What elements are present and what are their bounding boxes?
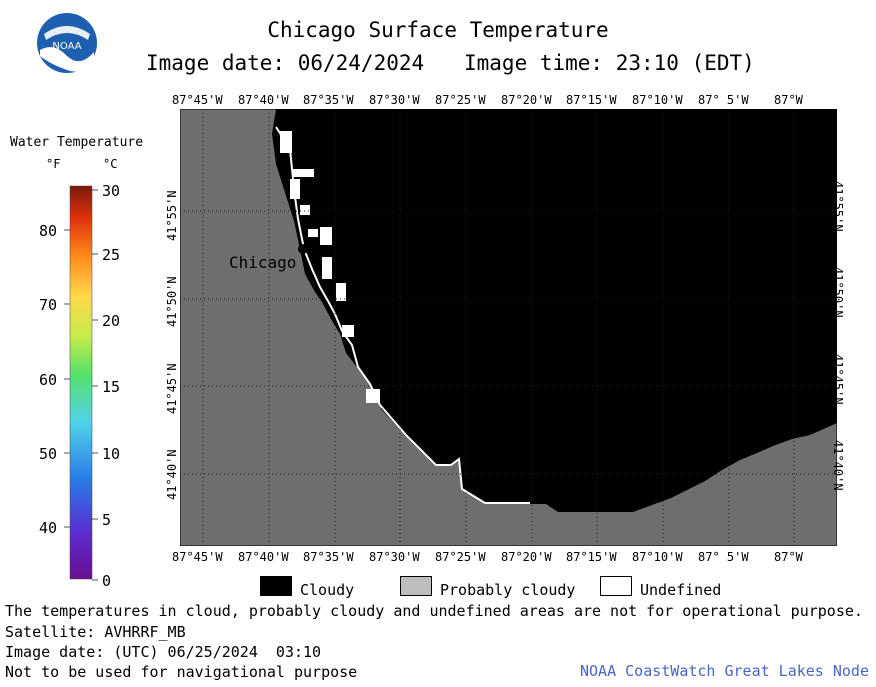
satellite-info: Satellite: AVHRRF_MB bbox=[5, 623, 186, 641]
colorbar-c-tick: 15 bbox=[102, 378, 121, 396]
lon-label-bottom: 87°40'W bbox=[238, 550, 289, 564]
lon-label-top: 87°25'W bbox=[435, 93, 486, 107]
lon-label-top: 87°45'W bbox=[172, 93, 223, 107]
lon-label-bottom: 87°30'W bbox=[369, 550, 420, 564]
colorbar-c-tick: 5 bbox=[102, 511, 112, 529]
lon-label-bottom: 87°15'W bbox=[566, 550, 617, 564]
lat-label-right: 41°50'N bbox=[831, 267, 845, 318]
colorbar-c-tick: 0 bbox=[102, 572, 112, 590]
legend-swatch-cloudy bbox=[260, 576, 292, 596]
lat-label-right: 41°55'N bbox=[831, 181, 845, 232]
utc-date: Image date: (UTC) 06/25/2024 03:10 bbox=[5, 643, 322, 661]
lat-label-left: 41°50'N bbox=[165, 276, 179, 327]
colorbar-f-tick: 60 bbox=[39, 371, 58, 389]
colorbar-f-tick: 40 bbox=[39, 519, 58, 537]
lon-label-top: 87°10'W bbox=[632, 93, 683, 107]
legend-swatch-probably-cloudy bbox=[400, 576, 432, 596]
colorbar bbox=[64, 185, 98, 581]
image-time: Image time: 23:10 (EDT) bbox=[464, 51, 755, 75]
legend-label-probably-cloudy: Probably cloudy bbox=[440, 581, 576, 599]
lat-label-right: 41°45'N bbox=[831, 354, 845, 405]
credit-link: NOAA CoastWatch Great Lakes Node bbox=[580, 662, 869, 680]
lat-label-left: 41°45'N bbox=[165, 363, 179, 414]
colorbar-c-tick: 25 bbox=[102, 246, 121, 264]
lon-label-bottom: 87°W bbox=[774, 550, 803, 564]
logo-text: NOAA bbox=[52, 41, 81, 52]
colorbar-f-tick: 50 bbox=[39, 445, 58, 463]
legend-label-undefined: Undefined bbox=[640, 581, 722, 599]
temperature-map bbox=[180, 109, 837, 546]
colorbar-f-tick: 80 bbox=[39, 222, 58, 240]
lon-label-top: 87°15'W bbox=[566, 93, 617, 107]
lat-label-left: 41°55'N bbox=[165, 190, 179, 241]
image-date: Image date: 06/24/2024 bbox=[146, 51, 425, 75]
lon-label-bottom: 87°20'W bbox=[501, 550, 552, 564]
disclaimer-note: The temperatures in cloud, probably clou… bbox=[5, 602, 863, 620]
chicago-marker bbox=[298, 244, 308, 254]
lat-label-right: 41°40'N bbox=[831, 440, 845, 491]
lon-label-bottom: 87°10'W bbox=[632, 550, 683, 564]
lon-label-top: 87°W bbox=[774, 93, 803, 107]
legend-label-cloudy: Cloudy bbox=[300, 581, 355, 599]
colorbar-title: Water Temperature bbox=[10, 135, 144, 150]
lon-label-top: 87°20'W bbox=[501, 93, 552, 107]
lat-label-left: 41°40'N bbox=[165, 449, 179, 500]
colorbar-f-tick: 70 bbox=[39, 296, 58, 314]
navigation-warning: Not to be used for navigational purpose bbox=[5, 663, 358, 681]
lon-label-bottom: 87°25'W bbox=[435, 550, 486, 564]
noaa-logo: NOAA bbox=[37, 13, 97, 73]
lake-cloudy-area bbox=[272, 109, 837, 512]
lon-label-top: 87°40'W bbox=[238, 93, 289, 107]
lon-label-top: 87° 5'W bbox=[698, 93, 749, 107]
undefined-patches bbox=[280, 131, 380, 403]
city-label-chicago: Chicago bbox=[229, 253, 297, 272]
lon-label-top: 87°30'W bbox=[369, 93, 420, 107]
lon-label-bottom: 87°35'W bbox=[303, 550, 354, 564]
colorbar-c-tick: 10 bbox=[102, 445, 121, 463]
lon-label-bottom: 87°45'W bbox=[172, 550, 223, 564]
legend-swatch-undefined bbox=[600, 576, 632, 596]
colorbar-c-tick: 30 bbox=[102, 182, 121, 200]
colorbar-c-tick: 20 bbox=[102, 312, 121, 330]
page-title: Chicago Surface Temperature bbox=[267, 18, 609, 42]
unit-celsius: °C bbox=[103, 157, 118, 171]
lon-label-bottom: 87° 5'W bbox=[698, 550, 749, 564]
unit-fahrenheit: °F bbox=[46, 157, 61, 171]
colorbar-fill bbox=[69, 185, 93, 580]
lon-label-top: 87°35'W bbox=[303, 93, 354, 107]
legend: Cloudy Probably cloudy Undefined bbox=[260, 576, 730, 600]
